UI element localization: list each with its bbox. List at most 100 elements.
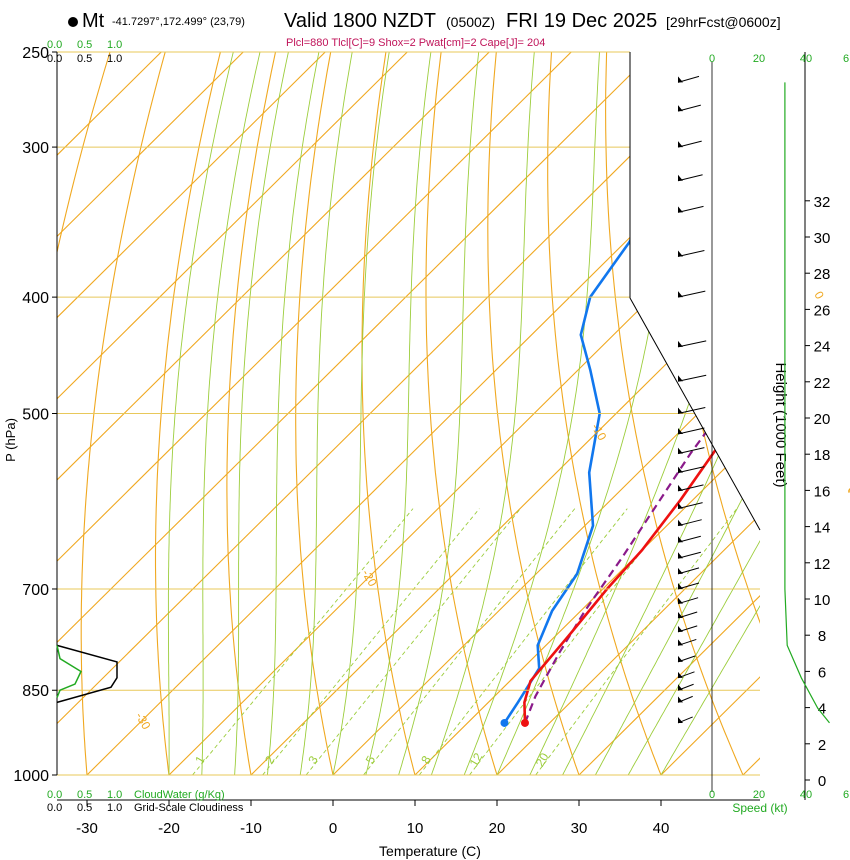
mixing-ratio-line bbox=[418, 508, 628, 775]
x-tick-label: 20 bbox=[489, 820, 506, 837]
moist-adiabat bbox=[398, 52, 480, 775]
wind-barb-flag bbox=[678, 684, 683, 691]
mixing-ratio-label: 12 bbox=[467, 750, 486, 769]
moist-adiabat bbox=[562, 52, 760, 775]
wind-barb bbox=[677, 407, 706, 414]
wind-barb-flag bbox=[678, 655, 683, 662]
wind-barb-flag bbox=[678, 639, 683, 646]
speed-axis-label: 40 bbox=[800, 789, 812, 801]
wind-barb-flag bbox=[678, 502, 683, 509]
moist-adiabat bbox=[266, 52, 320, 775]
speed-axis-label: 20 bbox=[753, 789, 765, 801]
height-tick-label: 2 bbox=[818, 737, 826, 754]
valid-date: FRI 19 Dec 2025 bbox=[506, 10, 658, 32]
height-tick-label: 12 bbox=[814, 556, 831, 573]
pressure-tick-label: 1000 bbox=[13, 768, 49, 785]
speed-axis-label: 0 bbox=[709, 53, 715, 65]
height-tick-label: 6 bbox=[818, 664, 826, 681]
wind-barb bbox=[677, 205, 704, 213]
wind-barb-flag bbox=[678, 519, 683, 526]
dry-adiabat bbox=[827, 52, 850, 775]
wind-barb-flag bbox=[678, 671, 683, 678]
isotherm-label: -30 bbox=[133, 710, 154, 732]
parcel-trace bbox=[523, 423, 714, 724]
mixing-ratio-line bbox=[535, 508, 738, 775]
x-tick-label: -20 bbox=[158, 820, 180, 837]
wind-barb-flag bbox=[678, 291, 683, 298]
isotherm-line bbox=[57, 52, 244, 775]
wind-barb bbox=[677, 427, 705, 435]
cloudiness-scale-label: 0.0 bbox=[47, 53, 62, 65]
mixing-ratio-label: 1 bbox=[192, 753, 208, 766]
wind-barb-flag bbox=[678, 447, 683, 454]
height-tick-label: 26 bbox=[814, 302, 831, 319]
wind-barb-flag bbox=[678, 484, 683, 491]
wind-barb-flag bbox=[678, 552, 683, 559]
mixing-ratio-label: 8 bbox=[418, 753, 434, 766]
speed-axis-label: 20 bbox=[753, 53, 765, 65]
mixing-ratio-line bbox=[262, 508, 480, 775]
x-tick-label: -10 bbox=[240, 820, 262, 837]
isotherm-line bbox=[57, 52, 408, 775]
mixing-ratio-line bbox=[469, 508, 675, 775]
height-tick-label: 22 bbox=[814, 375, 831, 392]
wind-barb bbox=[677, 447, 705, 455]
isotherm-label: -20 bbox=[359, 567, 380, 589]
isotherm-label: 30 bbox=[844, 477, 850, 505]
moist-adiabat bbox=[234, 52, 289, 775]
cloud-water-label: CloudWater (g/Kg) bbox=[134, 789, 225, 801]
cloud-water-scale-label: 1.0 bbox=[107, 789, 122, 801]
dry-adiabat bbox=[295, 52, 334, 775]
surface-temperature-marker bbox=[520, 718, 529, 727]
height-tick-label: 10 bbox=[814, 592, 831, 609]
height-tick-label: 0 bbox=[818, 773, 826, 790]
wind-barb-flag bbox=[678, 611, 683, 618]
pressure-tick-label: 400 bbox=[22, 290, 49, 307]
wind-barb bbox=[677, 466, 705, 474]
wind-speed-profile bbox=[784, 82, 830, 724]
moist-adiabat bbox=[332, 52, 390, 775]
height-tick-label: 8 bbox=[818, 628, 826, 645]
mixing-ratio-label: 3 bbox=[305, 753, 321, 766]
x-tick-label: 0 bbox=[329, 820, 337, 837]
wind-barb-flag bbox=[678, 206, 683, 213]
speed-axis-title: Speed (kt) bbox=[732, 801, 787, 815]
speed-axis-label: 6 bbox=[843, 53, 849, 65]
wind-barb-flag bbox=[678, 174, 683, 181]
height-tick-label: 14 bbox=[814, 520, 831, 537]
pressure-tick-label: 500 bbox=[22, 407, 49, 424]
x-axis-title: Temperature (C) bbox=[379, 843, 481, 859]
cloudiness-scale-label: 0.5 bbox=[77, 53, 92, 65]
cloud-water-scale-label: 1.0 bbox=[107, 39, 122, 51]
plot-area bbox=[57, 52, 850, 775]
cloudiness-scale-label: 1.0 bbox=[107, 53, 122, 65]
x-tick-label: 10 bbox=[407, 820, 424, 837]
wind-barb-flag bbox=[678, 625, 683, 632]
wind-barb-flag bbox=[678, 375, 683, 382]
height-tick-label: 30 bbox=[814, 230, 831, 247]
wind-barb-flag bbox=[678, 141, 683, 148]
moist-adiabat bbox=[463, 52, 600, 775]
wind-barb-flag bbox=[678, 582, 683, 589]
pressure-tick-label: 700 bbox=[22, 582, 49, 599]
dry-adiabat bbox=[154, 52, 221, 775]
wind-barb-flag bbox=[678, 407, 683, 414]
height-tick-label: 32 bbox=[814, 194, 831, 211]
moist-adiabat bbox=[167, 52, 234, 775]
moist-adiabat bbox=[660, 52, 760, 775]
x-tick-label: 40 bbox=[653, 820, 670, 837]
moist-adiabat bbox=[627, 52, 760, 775]
speed-axis-label: 6 bbox=[843, 789, 849, 801]
wind-barb-flag bbox=[678, 466, 683, 473]
moist-adiabat bbox=[430, 52, 535, 775]
wind-barb-flag bbox=[678, 76, 683, 83]
moist-adiabat bbox=[201, 52, 261, 775]
isotherm-line bbox=[578, 52, 760, 775]
station-marker-icon bbox=[68, 17, 78, 27]
cloudiness-scale-label: 0.5 bbox=[77, 802, 92, 814]
dry-adiabat bbox=[425, 52, 498, 775]
isotherm-line bbox=[57, 52, 326, 775]
height-tick-label: 20 bbox=[814, 411, 831, 428]
x-tick-label: -30 bbox=[76, 820, 98, 837]
